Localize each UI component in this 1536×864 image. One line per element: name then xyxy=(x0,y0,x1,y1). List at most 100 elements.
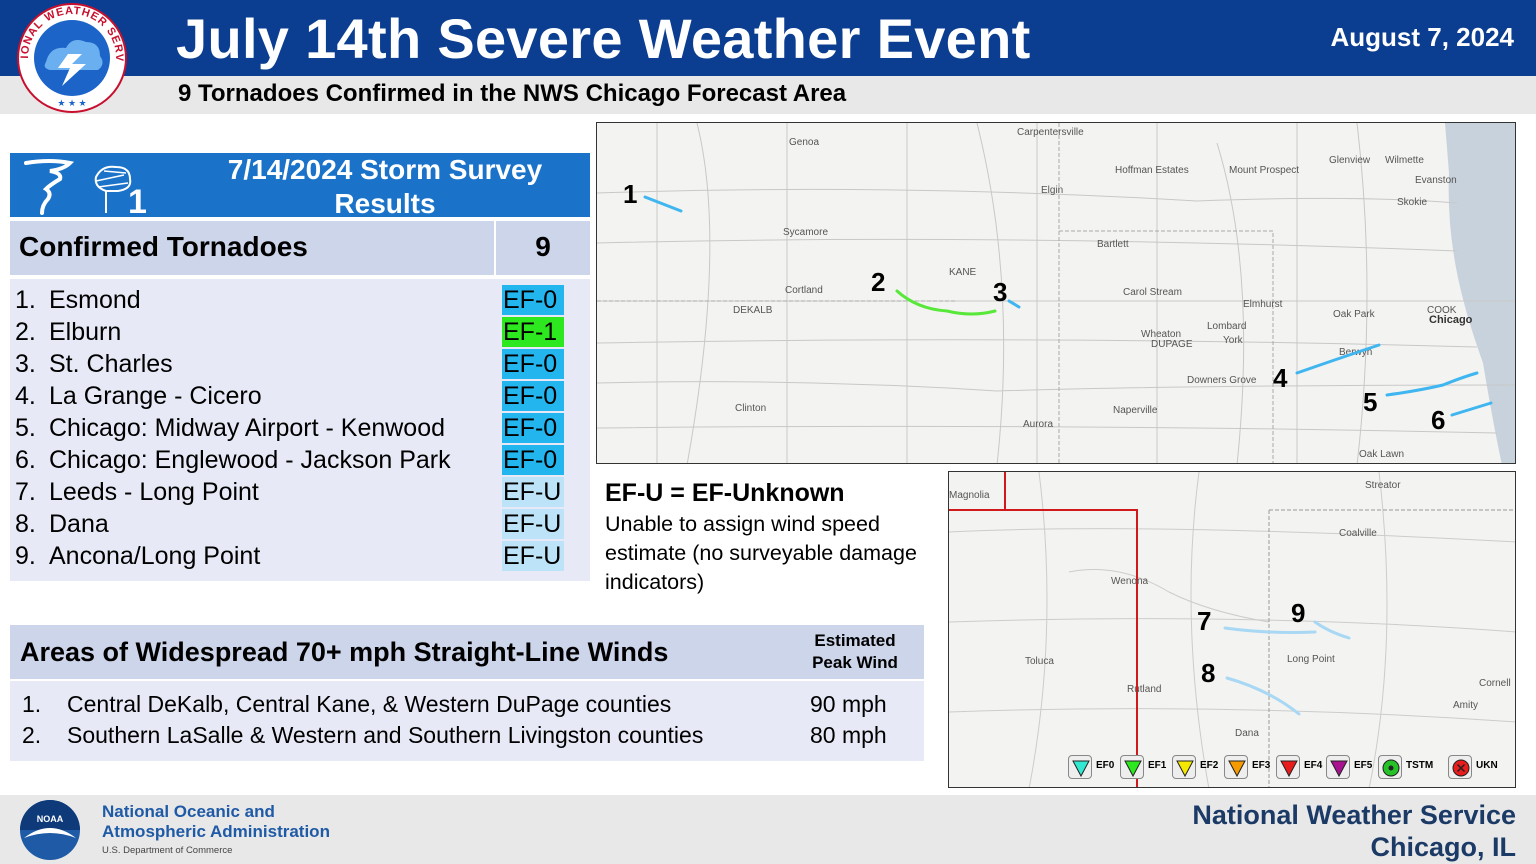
survey-header: 1 7/14/2024 Storm Survey Results xyxy=(10,153,590,219)
tornado-list: 1. Esmond EF-0 2. Elburn EF-1 3. St. Charles EF-… xyxy=(10,279,590,581)
triangle-down-icon xyxy=(1068,755,1092,779)
track-3 xyxy=(1007,299,1021,309)
place-label: DEKALB xyxy=(733,305,773,316)
lake-michigan xyxy=(1445,123,1515,463)
place-label: Skokie xyxy=(1397,197,1427,208)
legend-label: EF1 xyxy=(1148,760,1167,771)
legend-label: EF3 xyxy=(1252,760,1271,771)
confirmed-label: Confirmed Tornadoes xyxy=(19,231,308,262)
noaa-department: U.S. Department of Commerce xyxy=(102,845,233,856)
tornado-row: 1. Esmond EF-0 xyxy=(10,283,590,315)
tornado-row: 6. Chicago: Englewood - Jackson Park EF-0 xyxy=(10,443,590,475)
place-label: Toluca xyxy=(1025,656,1054,667)
track-5 xyxy=(1385,371,1479,397)
tornado-name: Elburn xyxy=(49,318,122,346)
track-label: 6 xyxy=(1431,405,1445,435)
tornado-row: 9. Ancona/Long Point EF-U xyxy=(10,539,590,571)
tornado-number: 9. xyxy=(15,542,36,570)
place-label: Genoa xyxy=(789,137,819,148)
tornado-number: 2. xyxy=(15,318,36,346)
triangle-down-icon xyxy=(1224,755,1248,779)
tornado-rating: EF-U xyxy=(502,509,564,539)
place-label: Evanston xyxy=(1415,175,1457,186)
map-central-illinois[interactable]: Magnolia Streator Coalville Wenona Toluc… xyxy=(948,471,1516,788)
place-label: Oak Park xyxy=(1333,309,1376,320)
place-label: Bartlett xyxy=(1097,239,1129,250)
tornado-row: 3. St. Charles EF-0 xyxy=(10,347,590,379)
wind-row: 1. Central DeKalb, Central Kane, & Wester… xyxy=(10,689,924,719)
track-1 xyxy=(643,195,683,213)
tornado-rating: EF-0 xyxy=(502,413,564,443)
column-divider xyxy=(494,221,496,275)
circle-x-icon xyxy=(1448,755,1472,779)
track-labels-south: 7 8 9 xyxy=(1197,598,1305,688)
place-label: Mount Prospect xyxy=(1229,165,1299,176)
tornado-and-wind-icons: 1 xyxy=(24,159,147,215)
place-label: Streator xyxy=(1365,480,1401,491)
tornado-rating: EF-0 xyxy=(502,381,564,411)
tornado-rating: EF-0 xyxy=(502,445,564,475)
tornado-rating: EF-U xyxy=(502,541,564,571)
legend-label: EF0 xyxy=(1096,760,1115,771)
place-label: Wilmette xyxy=(1385,155,1424,166)
tornado-name: Chicago: Englewood - Jackson Park xyxy=(49,446,451,474)
confirmed-tornadoes-row: Confirmed Tornadoes 9 xyxy=(10,221,590,275)
tornado-name: La Grange - Cicero xyxy=(49,382,262,410)
map-legend: EF0 EF1 EF2 EF3 EF4 EF5 TSTM UKN xyxy=(1068,753,1513,781)
place-label: Elmhurst xyxy=(1243,299,1283,310)
triangle-down-icon xyxy=(1326,755,1350,779)
place-label: Wheaton xyxy=(1141,329,1181,340)
svg-text:★ ★ ★: ★ ★ ★ xyxy=(57,98,86,108)
tornado-rating: EF-0 xyxy=(502,349,564,379)
place-label: Aurora xyxy=(1023,419,1053,430)
track-label: 1 xyxy=(623,179,637,209)
map-south-canvas: Magnolia Streator Coalville Wenona Toluc… xyxy=(949,472,1515,787)
wind-number: 1. xyxy=(22,691,42,717)
subheader-bar: 9 Tornadoes Confirmed in the NWS Chicago… xyxy=(0,76,1536,114)
confirmed-count: 9 xyxy=(535,231,551,262)
track-label: 8 xyxy=(1201,658,1215,688)
tornado-row: 4. La Grange - Cicero EF-0 xyxy=(10,379,590,411)
place-label: Naperville xyxy=(1113,405,1158,416)
tornado-tracks-north xyxy=(643,195,1493,417)
tornado-number: 6. xyxy=(15,446,36,474)
wind-area: Southern LaSalle & Western and Southern … xyxy=(67,722,704,748)
tornado-name: Leeds - Long Point xyxy=(49,478,259,506)
winds-list: 1. Central DeKalb, Central Kane, & Wester… xyxy=(10,681,924,761)
nws-office: National Weather Service Chicago, IL xyxy=(1192,799,1516,863)
tornado-row: 8. Dana EF-U xyxy=(10,507,590,539)
tornado-row: 7. Leeds - Long Point EF-U xyxy=(10,475,590,507)
legend-label: TSTM xyxy=(1406,760,1434,771)
noaa-logo: NOAA xyxy=(20,800,80,860)
tornado-rating: EF-U xyxy=(502,477,564,507)
place-label: Lombard xyxy=(1207,321,1246,332)
tornado-number: 5. xyxy=(15,414,36,442)
place-label: KANE xyxy=(949,267,977,278)
peak-wind-header-line2: Peak Wind xyxy=(812,653,898,672)
place-label: Sycamore xyxy=(783,227,828,238)
efu-note-description: Unable to assign wind speed estimate (no… xyxy=(605,512,917,594)
track-label: 3 xyxy=(993,277,1007,307)
wind-number: 2. xyxy=(22,722,42,748)
track-label: 7 xyxy=(1197,606,1211,636)
place-label: Glenview xyxy=(1329,155,1371,166)
track-7 xyxy=(1223,626,1317,634)
map-northern-illinois[interactable]: Carpentersville Genoa Hoffman Estates Mo… xyxy=(596,122,1516,464)
legend-label: UKN xyxy=(1476,760,1498,771)
track-6 xyxy=(1450,401,1493,417)
track-4 xyxy=(1295,343,1381,375)
footer-bar xyxy=(0,795,1536,864)
circle-dot-icon xyxy=(1378,755,1402,779)
winds-title: Areas of Widespread 70+ mph Straight-Lin… xyxy=(20,637,669,667)
nws-logo: NATIONAL WEATHER SERVICE ★ ★ ★ xyxy=(10,2,127,113)
peak-wind-header-line1: Estimated xyxy=(814,631,896,650)
place-label: Downers Grove xyxy=(1187,375,1257,386)
place-label: Magnolia xyxy=(949,490,990,501)
place-label: York xyxy=(1223,335,1244,346)
track-label: 2 xyxy=(871,267,885,297)
header-date: August 7, 2024 xyxy=(1330,22,1514,52)
track-label: 4 xyxy=(1273,363,1288,393)
tornado-number: 8. xyxy=(15,510,36,538)
svg-text:NOAA: NOAA xyxy=(37,814,64,824)
place-label: Carpentersville xyxy=(1017,127,1084,138)
